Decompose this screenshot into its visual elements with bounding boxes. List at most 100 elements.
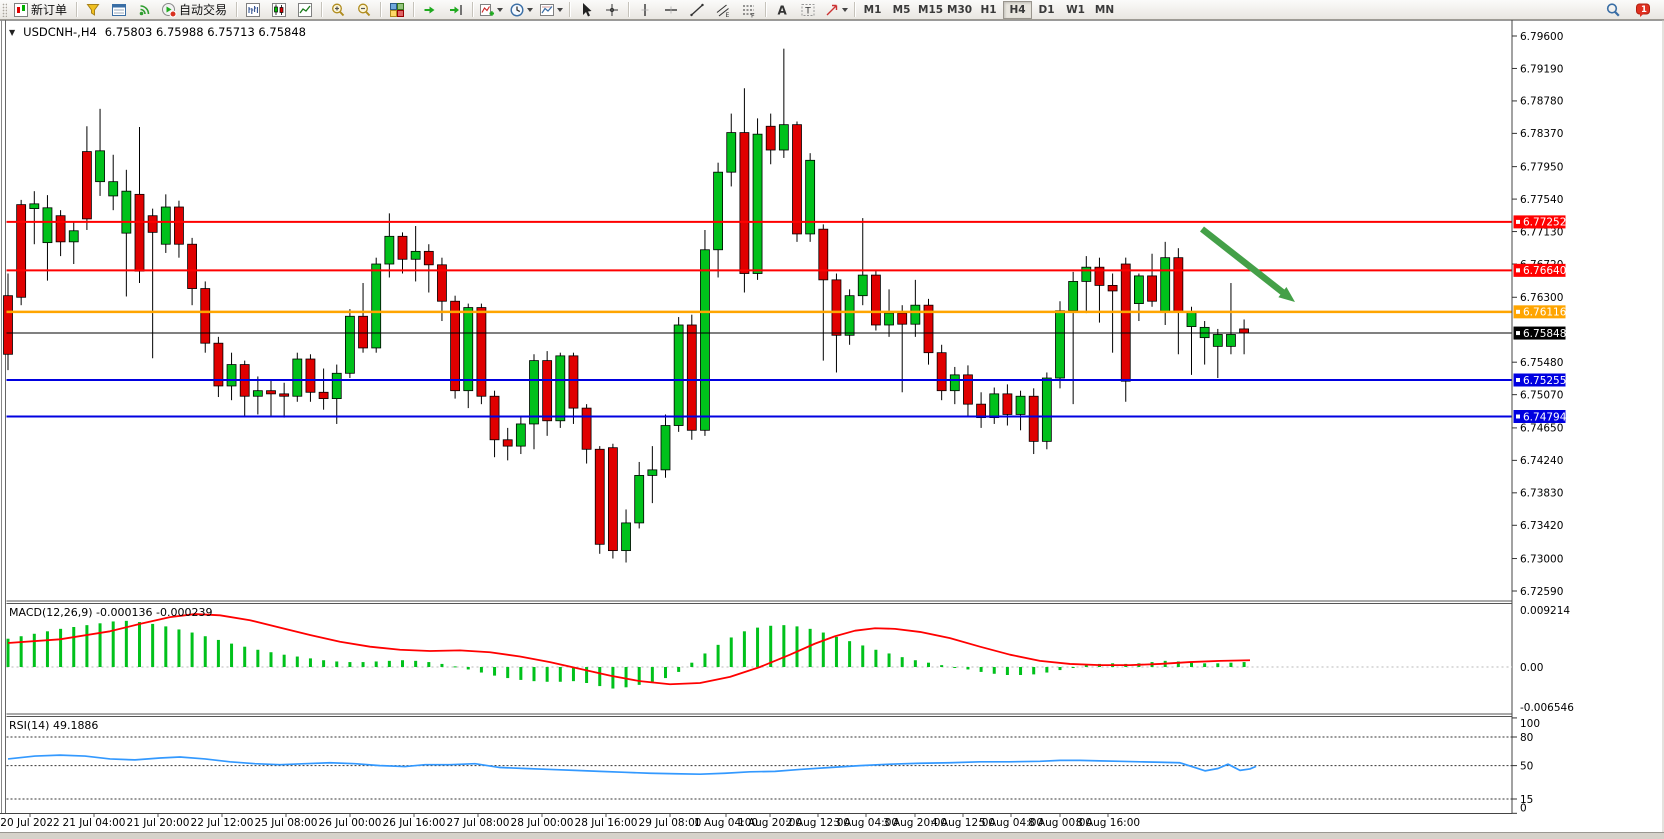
candle [160,194,171,253]
svg-text:50: 50 [1520,760,1533,772]
market-watch-button[interactable] [80,0,106,19]
text-label-button[interactable]: T [795,0,821,19]
equidistant-channel-button[interactable]: E [710,0,736,19]
chart-symbol-label: USDCNH-,H4 [23,25,97,39]
timeframe-w1-button[interactable]: W1 [1066,3,1085,16]
toolbar-separator [628,2,630,17]
candle [82,126,92,230]
toolbar-separator [236,2,238,17]
periods-caret-icon[interactable] [527,7,534,12]
auto-scroll-button[interactable] [417,0,443,19]
fibo-icon: F [743,5,755,18]
candle [1055,301,1065,389]
candle [226,352,237,401]
chart-shift-button[interactable] [443,0,469,19]
auto-trading-button[interactable]: 自动交易 [158,0,233,19]
trendline-button[interactable] [684,0,710,19]
trend-arrow-annotation[interactable] [1199,226,1295,302]
timeframe-m30-button[interactable]: M30 [947,3,973,16]
price-tag-6.75848: 6.75848 [1513,326,1566,340]
indicators-button[interactable] [476,0,506,19]
arrows-button[interactable] [821,0,851,19]
candle [397,232,408,274]
toolbar-separator [854,2,856,17]
timeframe-m5-button[interactable]: M5 [892,3,911,16]
candle [805,153,816,242]
candle [818,224,829,361]
search-button[interactable] [1600,0,1626,19]
horizontal-line-button[interactable] [658,0,684,19]
crosshair-button[interactable] [599,0,625,19]
zoom-in-button[interactable] [325,0,351,19]
timeframe-h4-button[interactable]: H4 [1003,0,1033,19]
timeframe-m15-button[interactable]: M15 [918,3,944,16]
search-icon [1606,2,1620,17]
tile-windows-button[interactable] [384,0,410,19]
price-tag-6.76640: 6.76640 [1513,263,1566,277]
candle [621,509,631,563]
vertical-line-button[interactable] [632,0,658,19]
price-tag-6.74794: 6.74794 [1513,410,1567,423]
candle [581,404,592,464]
svg-text:6.78780: 6.78780 [1520,96,1563,108]
svg-text:6.77252: 6.77252 [1523,217,1566,229]
candlestick-mode-button[interactable] [266,0,292,19]
cursor-button[interactable] [573,0,599,19]
hline-icon [665,6,678,13]
candle [542,351,553,436]
svg-text:6.73000: 6.73000 [1520,553,1563,565]
new-order-button[interactable]: 新订单 [10,0,73,19]
svg-text:6.73420: 6.73420 [1520,520,1563,532]
candle [923,298,934,365]
fibonacci-button[interactable]: F [736,0,762,19]
candle [726,113,737,187]
candle [660,414,671,478]
chart-collapse-icon[interactable]: ▼ [9,27,16,37]
candle [1041,372,1052,450]
auto-trading-label: 自动交易 [179,3,228,17]
candle [831,273,842,373]
candle [29,191,40,245]
timeframe-mn-button[interactable]: MN [1094,3,1115,16]
notifications-button[interactable]: 1 [1630,0,1656,19]
candle [1199,321,1210,365]
candle [121,169,132,297]
macd-signal-line [7,613,1251,686]
data-window-button[interactable] [106,0,132,19]
templates-caret-icon[interactable] [557,7,564,12]
text-button[interactable]: A [769,0,795,19]
bar-chart-mode-button[interactable] [240,0,266,19]
candle [608,443,618,559]
indicators-caret-icon[interactable] [497,7,504,12]
candle [384,213,395,278]
toolbar-grip[interactable] [2,2,7,17]
candle [108,154,119,211]
svg-text:21 Jul 20:00: 21 Jul 20:00 [127,817,190,829]
arrows-caret-icon[interactable] [842,7,849,12]
candle [305,354,316,402]
candle [515,416,526,455]
svg-text:-0.006546: -0.006546 [1520,702,1574,714]
templates-button[interactable] [536,0,566,19]
toolbar-separator [569,2,571,17]
timeframe-h1-button[interactable]: H1 [980,3,997,16]
svg-text:6.74240: 6.74240 [1520,455,1563,467]
line-chart-mode-button[interactable] [292,0,318,19]
candle [647,446,658,504]
candle [594,446,605,554]
signals-button[interactable] [132,0,158,19]
candle [266,380,276,417]
svg-text:F: F [751,11,755,18]
zoom-out-button[interactable] [351,0,377,19]
periods-button[interactable] [506,0,536,19]
shapes-icon [826,4,838,15]
candle [410,226,421,282]
timeframe-d1-button[interactable]: D1 [1038,3,1055,16]
candle [213,336,224,398]
candle [1002,384,1013,426]
svg-text:1 Aug 20:00: 1 Aug 20:00 [738,817,802,829]
timeframe-m1-button[interactable]: M1 [863,3,882,16]
candle [16,199,27,306]
price-axis: 6.79600 6.79190 6.78780 6.78370 6.77950 6.775… [1512,31,1563,598]
svg-text:25 Jul 08:00: 25 Jul 08:00 [255,817,318,829]
